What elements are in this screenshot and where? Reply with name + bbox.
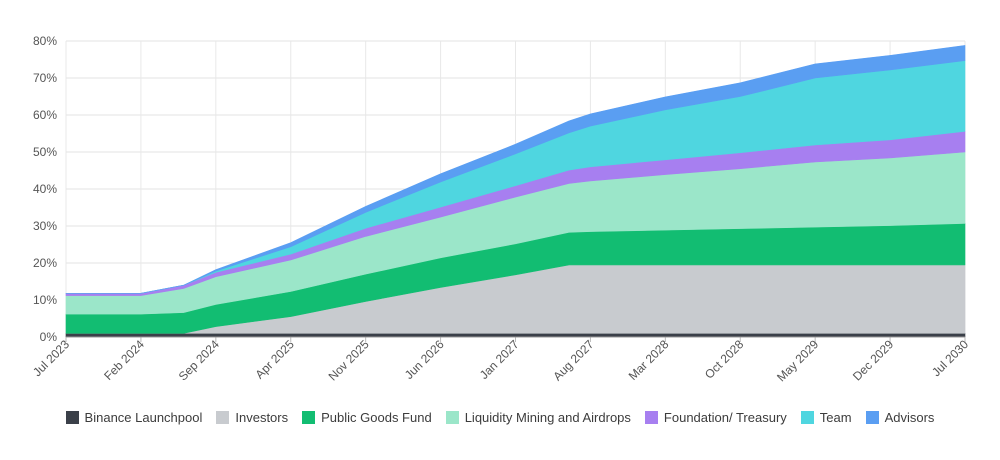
legend-label: Foundation/ Treasury xyxy=(663,410,787,425)
legend-swatch xyxy=(445,411,459,424)
legend-item-public-goods-fund[interactable]: Public Goods Fund xyxy=(302,410,432,425)
legend-swatch xyxy=(216,411,230,424)
legend-item-binance-launchpool[interactable]: Binance Launchpool xyxy=(65,410,203,425)
legend-label: Advisors xyxy=(884,410,935,425)
x-tick-label: Aug 2027 xyxy=(550,337,596,383)
y-tick-label: 70% xyxy=(33,71,57,85)
x-tick-label: Dec 2029 xyxy=(850,337,896,383)
x-tick-label: Jul 2030 xyxy=(929,337,971,379)
legend-item-team[interactable]: Team xyxy=(800,410,852,425)
legend-swatch xyxy=(644,411,658,424)
x-tick-label: Jan 2027 xyxy=(477,337,522,382)
y-tick-label: 30% xyxy=(33,219,57,233)
legend-label: Binance Launchpool xyxy=(84,410,203,425)
legend-label: Team xyxy=(819,410,852,425)
legend-swatch xyxy=(65,411,79,424)
legend: Binance Launchpool Investors Public Good… xyxy=(0,410,1000,425)
area-binance-launchpool xyxy=(65,333,966,338)
legend-label: Public Goods Fund xyxy=(321,410,432,425)
legend-item-investors[interactable]: Investors xyxy=(216,410,288,425)
y-tick-label: 0% xyxy=(40,330,58,344)
x-tick-label: Feb 2024 xyxy=(101,337,147,383)
legend-swatch xyxy=(800,411,814,424)
legend-swatch xyxy=(865,411,879,424)
legend-item-liquidity-mining[interactable]: Liquidity Mining and Airdrops xyxy=(445,410,631,425)
y-tick-label: 50% xyxy=(33,145,57,159)
area-advisors xyxy=(65,45,966,294)
y-tick-label: 10% xyxy=(33,293,57,307)
chart-svg: 0%10%20%30%40%50%60%70%80%Jul 2023 Feb 20… xyxy=(30,34,971,384)
x-tick-label: Jun 2026 xyxy=(402,337,447,382)
area-series xyxy=(65,45,966,338)
legend-label: Liquidity Mining and Airdrops xyxy=(464,410,631,425)
y-tick-label: 80% xyxy=(33,34,57,48)
legend-swatch xyxy=(302,411,316,424)
y-tick-label: 40% xyxy=(33,182,57,196)
x-tick-label: Oct 2028 xyxy=(702,337,747,382)
y-tick-label: 20% xyxy=(33,256,57,270)
x-tick-label: Apr 2025 xyxy=(253,337,298,382)
legend-item-foundation-treasury[interactable]: Foundation/ Treasury xyxy=(644,410,787,425)
y-tick-label: 60% xyxy=(33,108,57,122)
x-tick-label: Sep 2024 xyxy=(176,337,222,383)
x-tick-label: Nov 2025 xyxy=(326,337,372,383)
legend-item-advisors[interactable]: Advisors xyxy=(865,410,935,425)
legend-label: Investors xyxy=(235,410,289,425)
x-tick-label: May 2029 xyxy=(774,337,821,384)
x-tick-label: Mar 2028 xyxy=(626,337,672,383)
